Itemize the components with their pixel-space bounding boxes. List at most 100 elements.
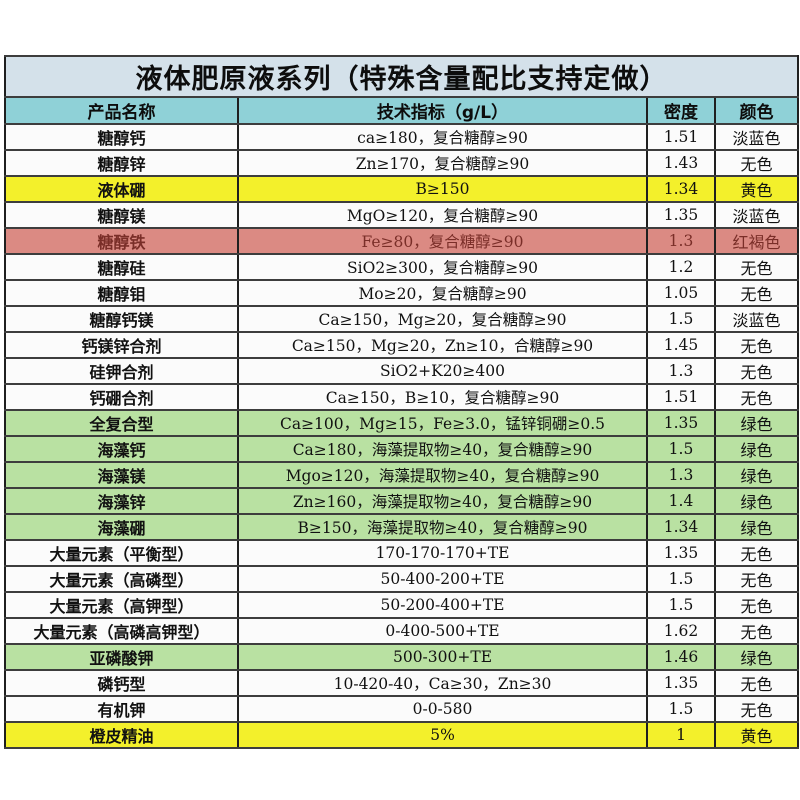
table-row: 海藻锌 Zn≥160，海藻提取物≥40，复合糖醇≥90 1.4 绿色 [4, 487, 799, 515]
product-name-cell: 全复合型 [4, 409, 239, 437]
fertilizer-spec-table-wrap: 液体肥原液系列（特殊含量配比支持定做） 产品名称 技术指标（g/L） 密度 颜色… [4, 55, 799, 749]
table-row: 糖醇钙镁 Ca≥150，Mg≥20，复合糖醇≥90 1.5 淡蓝色 [4, 305, 799, 333]
table-row: 钙硼合剂 Ca≥150，B≥10，复合糖醇≥90 1.51 无色 [4, 383, 799, 411]
spec-cell: 170-170-170+TE [237, 539, 648, 567]
table-row: 糖醇镁 MgO≥120，复合糖醇≥90 1.35 淡蓝色 [4, 201, 799, 229]
color-cell: 黄色 [714, 175, 799, 203]
product-name-cell: 亚磷酸钾 [4, 643, 239, 671]
density-cell: 1.3 [646, 461, 716, 489]
spec-cell: 5% [237, 721, 648, 749]
table-row: 硅钾合剂 SiO2+K20≥400 1.3 无色 [4, 357, 799, 385]
table-row: 海藻硼 B≥150，海藻提取物≥40，复合糖醇≥90 1.34 绿色 [4, 513, 799, 541]
product-name-cell: 糖醇镁 [4, 201, 239, 229]
spec-cell: Ca≥100，Mg≥15，Fe≥3.0，锰锌铜硼≥0.5 [237, 409, 648, 437]
table-row: 亚磷酸钾 500-300+TE 1.46 绿色 [4, 643, 799, 671]
table-row: 全复合型 Ca≥100，Mg≥15，Fe≥3.0，锰锌铜硼≥0.5 1.35 绿… [4, 409, 799, 437]
fertilizer-spec-table: 液体肥原液系列（特殊含量配比支持定做） 产品名称 技术指标（g/L） 密度 颜色… [4, 55, 799, 749]
product-name-cell: 大量元素（高磷高钾型） [4, 617, 239, 645]
density-cell: 1.5 [646, 435, 716, 463]
spec-cell: Fe≥80，复合糖醇≥90 [237, 227, 648, 255]
product-name-cell: 糖醇铁 [4, 227, 239, 255]
spec-cell: ca≥180，复合糖醇≥90 [237, 123, 648, 151]
product-name-cell: 钙硼合剂 [4, 383, 239, 411]
color-cell: 绿色 [714, 409, 799, 437]
product-name-cell: 钙镁锌合剂 [4, 331, 239, 359]
column-header-product-name: 产品名称 [4, 96, 239, 125]
density-cell: 1.51 [646, 383, 716, 411]
product-name-cell: 大量元素（高钾型） [4, 591, 239, 619]
spec-cell: Ca≥150，B≥10，复合糖醇≥90 [237, 383, 648, 411]
density-cell: 1 [646, 721, 716, 749]
spec-cell: Mgo≥120，海藻提取物≥40，复合糖醇≥90 [237, 461, 648, 489]
product-name-cell: 硅钾合剂 [4, 357, 239, 385]
table-row: 磷钙型 10-420-40，Ca≥30，Zn≥30 1.35 无色 [4, 669, 799, 697]
product-name-cell: 糖醇钼 [4, 279, 239, 307]
color-cell: 无色 [714, 253, 799, 281]
spec-cell: B≥150 [237, 175, 648, 203]
spec-cell: Ca≥150，Mg≥20，复合糖醇≥90 [237, 305, 648, 333]
color-cell: 无色 [714, 357, 799, 385]
spec-cell: 10-420-40，Ca≥30，Zn≥30 [237, 669, 648, 697]
table-row: 橙皮精油 5% 1 黄色 [4, 721, 799, 749]
density-cell: 1.3 [646, 357, 716, 385]
color-cell: 无色 [714, 383, 799, 411]
spec-cell: SiO2≥300，复合糖醇≥90 [237, 253, 648, 281]
table-row: 糖醇钙 ca≥180，复合糖醇≥90 1.51 淡蓝色 [4, 123, 799, 151]
density-cell: 1.35 [646, 539, 716, 567]
spec-cell: MgO≥120，复合糖醇≥90 [237, 201, 648, 229]
product-name-cell: 糖醇锌 [4, 149, 239, 177]
product-name-cell: 糖醇钙镁 [4, 305, 239, 333]
density-cell: 1.05 [646, 279, 716, 307]
color-cell: 绿色 [714, 643, 799, 671]
density-cell: 1.35 [646, 409, 716, 437]
color-cell: 无色 [714, 149, 799, 177]
color-cell: 无色 [714, 669, 799, 697]
color-cell: 无色 [714, 331, 799, 359]
density-cell: 1.2 [646, 253, 716, 281]
density-cell: 1.5 [646, 305, 716, 333]
color-cell: 无色 [714, 279, 799, 307]
density-cell: 1.51 [646, 123, 716, 151]
table-row: 海藻钙 Ca≥180，海藻提取物≥40，复合糖醇≥90 1.5 绿色 [4, 435, 799, 463]
product-name-cell: 有机钾 [4, 695, 239, 723]
density-cell: 1.5 [646, 591, 716, 619]
product-name-cell: 海藻硼 [4, 513, 239, 541]
spec-cell: B≥150，海藻提取物≥40，复合糖醇≥90 [237, 513, 648, 541]
color-cell: 淡蓝色 [714, 123, 799, 151]
spec-cell: 0-400-500+TE [237, 617, 648, 645]
density-cell: 1.5 [646, 695, 716, 723]
column-header-density: 密度 [646, 96, 716, 125]
color-cell: 无色 [714, 565, 799, 593]
table-row: 糖醇硅 SiO2≥300，复合糖醇≥90 1.2 无色 [4, 253, 799, 281]
table-row: 糖醇锌 Zn≥170，复合糖醇≥90 1.43 无色 [4, 149, 799, 177]
density-cell: 1.35 [646, 201, 716, 229]
table-row: 糖醇钼 Mo≥20，复合糖醇≥90 1.05 无色 [4, 279, 799, 307]
table-row: 液体硼 B≥150 1.34 黄色 [4, 175, 799, 203]
table-body: 糖醇钙 ca≥180，复合糖醇≥90 1.51 淡蓝色 糖醇锌 Zn≥170，复… [4, 123, 799, 749]
color-cell: 无色 [714, 539, 799, 567]
density-cell: 1.34 [646, 175, 716, 203]
product-name-cell: 液体硼 [4, 175, 239, 203]
color-cell: 绿色 [714, 513, 799, 541]
density-cell: 1.3 [646, 227, 716, 255]
color-cell: 红褐色 [714, 227, 799, 255]
table-row: 海藻镁 Mgo≥120，海藻提取物≥40，复合糖醇≥90 1.3 绿色 [4, 461, 799, 489]
color-cell: 绿色 [714, 435, 799, 463]
color-cell: 黄色 [714, 721, 799, 749]
table-row: 有机钾 0-0-580 1.5 无色 [4, 695, 799, 723]
density-cell: 1.62 [646, 617, 716, 645]
product-name-cell: 磷钙型 [4, 669, 239, 697]
table-row: 大量元素（高钾型） 50-200-400+TE 1.5 无色 [4, 591, 799, 619]
spec-cell: 50-400-200+TE [237, 565, 648, 593]
table-row: 大量元素（高磷型） 50-400-200+TE 1.5 无色 [4, 565, 799, 593]
table-row: 钙镁锌合剂 Ca≥150，Mg≥20，Zn≥10，合糖醇≥90 1.45 无色 [4, 331, 799, 359]
table-row: 大量元素（高磷高钾型） 0-400-500+TE 1.62 无色 [4, 617, 799, 645]
table-row: 大量元素（平衡型） 170-170-170+TE 1.35 无色 [4, 539, 799, 567]
spec-cell: Ca≥180，海藻提取物≥40，复合糖醇≥90 [237, 435, 648, 463]
color-cell: 绿色 [714, 461, 799, 489]
spec-cell: Mo≥20，复合糖醇≥90 [237, 279, 648, 307]
color-cell: 无色 [714, 695, 799, 723]
product-name-cell: 大量元素（高磷型） [4, 565, 239, 593]
color-cell: 无色 [714, 591, 799, 619]
